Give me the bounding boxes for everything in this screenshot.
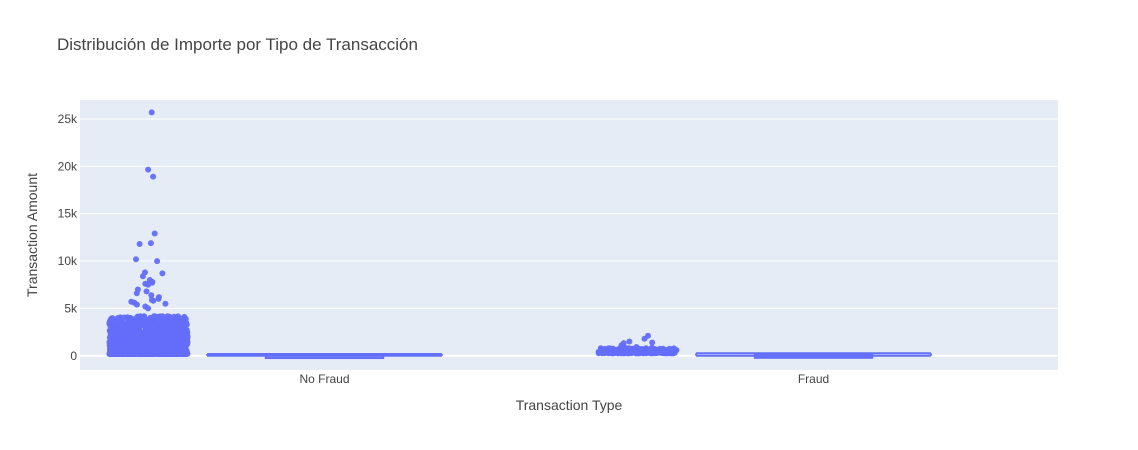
outlier-point [171,340,178,347]
outlier-point [133,256,139,263]
outlier-point [136,339,143,346]
outlier-point [133,301,140,308]
outlier-point [183,321,190,328]
outlier-point [115,333,122,340]
outlier-point [139,344,146,351]
outlier-point [630,349,637,356]
outlier-point [150,173,157,180]
box-layer [206,352,932,360]
y-axis-title: Transaction Amount [24,173,40,297]
outlier-point [670,349,677,355]
outlier-point [156,335,163,342]
outlier-point [155,295,162,302]
outlier-point [139,273,146,280]
outlier-point [665,349,672,356]
outlier-point [626,350,633,357]
outlier-point [147,346,153,353]
outlier-point [126,317,133,324]
outlier-point [119,323,126,330]
y-tick-label: 5k [64,301,78,315]
outlier-point [122,342,129,349]
y-tick-label: 20k [58,159,78,173]
x-tick-layer: No Fraud Fraud [299,372,829,386]
y-tick-label: 25k [58,112,78,126]
outlier-point [142,323,149,330]
outlier-point [110,343,116,350]
outlier-point [154,258,161,265]
outlier-point [116,351,123,357]
outlier-point [159,329,166,336]
outlier-point [181,350,188,357]
outlier-point [147,240,154,247]
outlier-point [167,333,174,340]
outlier-point [148,325,155,332]
outlier-point [133,290,140,297]
x-tick-label: No Fraud [299,372,349,386]
outlier-point [626,338,633,345]
outlier-point [107,330,114,337]
outlier-point [145,331,152,337]
outlier-point [114,326,121,332]
outlier-point [175,351,181,357]
outlier-point [116,315,123,322]
outlier-point [148,109,155,116]
outlier-point [149,334,156,341]
outlier-point [171,346,178,352]
outlier-point [597,345,604,352]
outlier-point [107,348,114,355]
outlier-point [145,281,152,288]
plot-background [80,100,1058,370]
outlier-point [145,166,152,173]
chart-title: Distribución de Importe por Tipo de Tran… [57,35,418,54]
outlier-point [145,305,152,312]
x-tick-label: Fraud [798,372,829,386]
outlier-point [605,350,612,356]
y-tick-layer: 0 5k 10k 15k 20k 25k [58,112,78,363]
outlier-point [641,335,648,342]
outlier-point [159,270,166,277]
outlier-point [613,349,620,356]
outlier-point [173,316,180,323]
outlier-point [140,350,147,357]
outlier-point [146,317,153,324]
outlier-point [618,346,625,352]
outlier-point [640,349,647,356]
outlier-point [136,241,143,247]
outlier-point [172,325,179,332]
outlier-point [181,313,188,320]
outlier-point [155,347,162,354]
y-tick-label: 10k [58,254,78,268]
outlier-point [134,329,141,336]
outlier-point [151,230,158,237]
outlier-point [108,337,115,344]
outlier-point [126,328,133,335]
outlier-point [143,288,150,295]
outlier-point [182,337,189,344]
outlier-point [108,320,115,327]
outlier-point [169,350,176,357]
outlier-point [151,313,158,320]
outlier-point [129,350,135,357]
outlier-point [179,329,186,336]
outlier-point [150,297,157,304]
outlier-point [134,318,141,325]
outlier-point [108,315,115,322]
outlier-point [649,339,656,346]
outlier-point [182,345,189,352]
y-tick-label: 0 [70,349,77,363]
outlier-point [660,346,667,353]
outlier-point [162,316,169,323]
x-axis-title: Transaction Type [516,397,623,413]
outlier-point [165,323,171,330]
outlier-point [651,347,658,354]
outlier-point [132,343,139,350]
outlier-point [633,344,640,350]
outlier-point [162,300,169,307]
y-tick-label: 15k [58,207,78,221]
outlier-points [106,109,680,357]
outlier-point [158,320,165,327]
outlier-point [148,292,155,299]
